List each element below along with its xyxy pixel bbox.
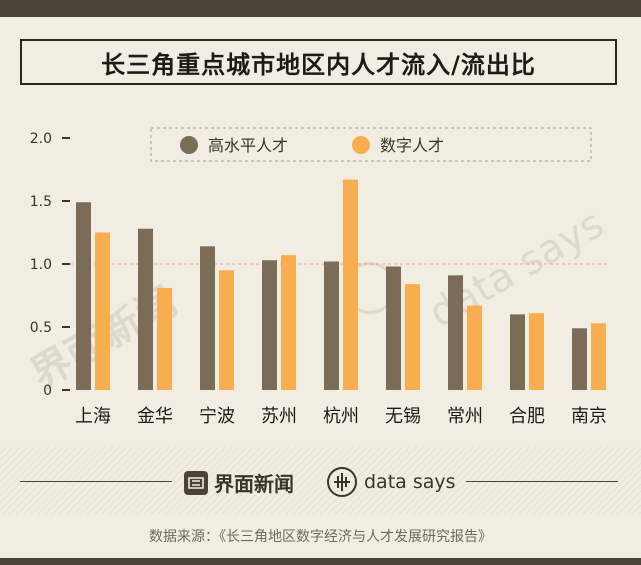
legend-frame — [150, 127, 592, 162]
x-tick-label: 苏州 — [261, 406, 297, 427]
y-tick-label: 2.0 — [30, 131, 52, 147]
bar-digital-1 — [157, 287, 172, 390]
bar-high-level-8 — [572, 328, 587, 390]
bar-digital-5 — [405, 284, 420, 390]
brand-logo: 界面新闻 — [184, 468, 294, 497]
bar-high-level-6 — [448, 275, 463, 390]
bar-high-level-4 — [324, 261, 339, 390]
data-says-icon — [327, 467, 357, 497]
bar-digital-8 — [591, 323, 606, 390]
bar-digital-2 — [219, 270, 234, 390]
bar-digital-4 — [343, 179, 358, 390]
legend-label-series-2: 数字人才 — [380, 136, 444, 155]
bar-high-level-1 — [138, 228, 153, 390]
chart-title: 长三角重点城市地区内人才流入/流出比 — [20, 39, 617, 85]
bar-digital-0 — [95, 232, 110, 390]
source-note: 数据来源：《长三角地区数字经济与人才发展研究报告》 — [149, 529, 492, 545]
x-tick-label: 宁波 — [199, 406, 235, 427]
x-tick-label: 合肥 — [509, 406, 545, 427]
brand-name: 界面新闻 — [214, 472, 294, 496]
bar-high-level-3 — [262, 260, 277, 390]
top-bar — [0, 0, 641, 17]
y-axis: 0 0.5 1.0 1.5 2.0 — [30, 131, 70, 399]
footer-divider-right — [466, 481, 618, 482]
footer-divider-left — [20, 481, 172, 482]
x-axis: 上海 金华 宁波 苏州 杭州 无锡 常州 合肥 南京 — [75, 406, 607, 427]
data-says-logo: data says — [326, 466, 456, 498]
bar-high-level-7 — [510, 314, 525, 390]
bar-digital-3 — [281, 255, 296, 390]
bars — [76, 179, 606, 390]
x-tick-label: 上海 — [75, 406, 111, 427]
legend-label-series-1: 高水平人才 — [208, 136, 288, 155]
y-tick-label: 0 — [43, 383, 52, 399]
legend-swatch-series-2 — [352, 136, 370, 154]
bottom-bar — [0, 558, 641, 565]
bar-digital-6 — [467, 305, 482, 390]
legend: 高水平人才 数字人才 — [150, 127, 592, 162]
x-tick-label: 常州 — [447, 406, 483, 427]
x-tick-label: 杭州 — [323, 406, 359, 427]
bar-digital-7 — [529, 313, 544, 390]
x-tick-label: 金华 — [137, 406, 173, 427]
data-says-text: data says — [364, 471, 456, 493]
x-tick-label: 无锡 — [385, 406, 421, 427]
x-tick-label: 南京 — [571, 406, 607, 427]
y-tick-label: 0.5 — [30, 320, 52, 336]
y-tick-label: 1.5 — [30, 194, 52, 210]
brand-logo-icon — [184, 470, 208, 495]
bar-chart: 0 0.5 1.0 1.5 2.0 上海 金华 宁波 苏州 杭州 无锡 常州 合肥 南京 高水平人才 数… — [30, 127, 610, 427]
y-tick-label: 1.0 — [30, 257, 52, 273]
legend-swatch-series-1 — [180, 136, 198, 154]
bar-high-level-5 — [386, 266, 401, 390]
bar-high-level-2 — [200, 246, 215, 390]
bar-high-level-0 — [76, 202, 91, 390]
